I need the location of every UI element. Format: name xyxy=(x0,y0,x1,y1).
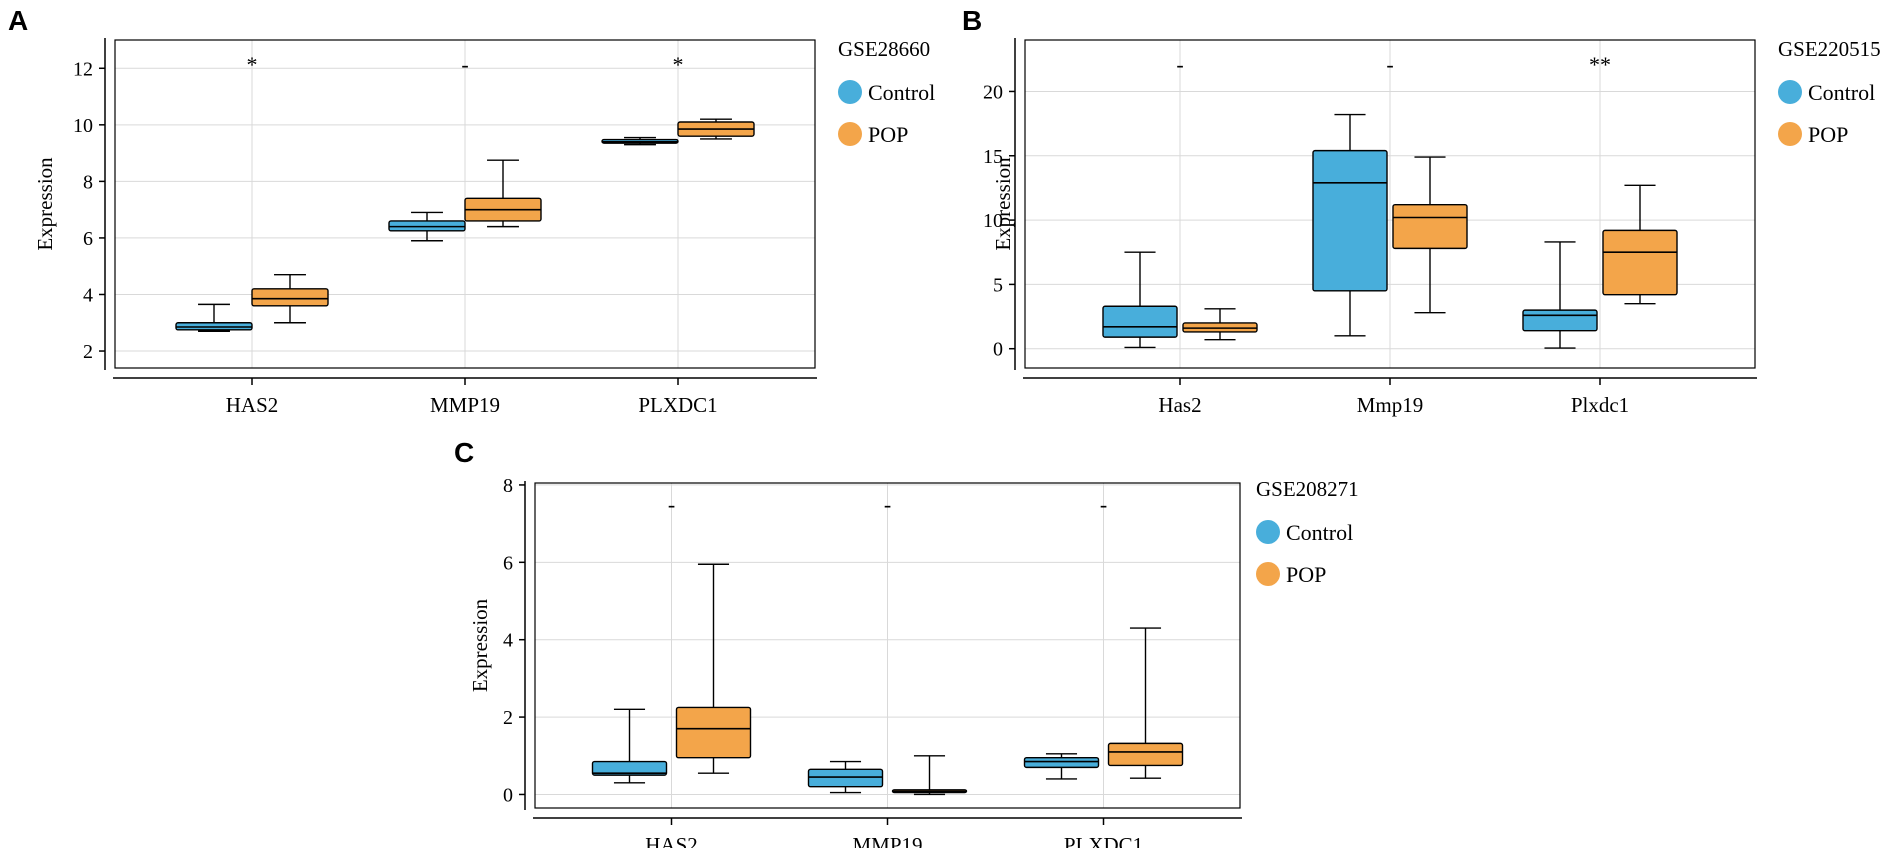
significance-label: - xyxy=(461,52,468,77)
box-iqr xyxy=(675,706,752,759)
box-control xyxy=(807,760,884,794)
legend-label: Control xyxy=(1286,520,1353,545)
significance-label: - xyxy=(1100,492,1107,517)
x-tick-label: Has2 xyxy=(1158,393,1201,417)
legend-title: GSE208271 xyxy=(1256,477,1359,501)
x-tick-label: PLXDC1 xyxy=(638,393,717,417)
box-pop xyxy=(1182,308,1258,341)
box-control xyxy=(1023,753,1100,780)
x-tick-label: HAS2 xyxy=(645,833,698,848)
box-pop xyxy=(1392,156,1468,314)
y-axis-label: Expression xyxy=(33,157,57,251)
box-control xyxy=(1312,113,1388,337)
legend-label: Control xyxy=(868,80,935,105)
y-tick-label: 10 xyxy=(73,115,93,137)
x-tick-label: HAS2 xyxy=(226,393,279,417)
box-iqr xyxy=(251,288,329,307)
box-pop xyxy=(251,273,329,324)
box-control xyxy=(591,708,668,784)
y-tick-label: 5 xyxy=(993,274,1003,296)
legend-title: GSE220515 xyxy=(1778,37,1881,61)
box-control xyxy=(601,136,679,146)
legend: GSE28660 Control POP xyxy=(838,37,935,147)
box-pop xyxy=(1602,184,1678,305)
box-control xyxy=(1102,251,1178,349)
panel-letter: B xyxy=(962,5,982,36)
box-iqr xyxy=(1312,149,1388,292)
y-tick-label: 4 xyxy=(83,284,93,306)
panel-c: C 0 2 4 6 8 HAS2 MMP19 PLXDC1 Expression - - - GSE208… xyxy=(454,437,1359,848)
legend: GSE208271 Control POP xyxy=(1256,477,1359,587)
x-tick-label: MMP19 xyxy=(430,393,500,417)
panel-letter: C xyxy=(454,437,474,468)
plot-frame xyxy=(1024,39,1756,369)
legend-marker xyxy=(1778,122,1802,146)
box-pop xyxy=(677,118,755,140)
legend-label: POP xyxy=(1808,122,1848,147)
x-tick-label: MMP19 xyxy=(852,833,922,848)
box-iqr xyxy=(1102,305,1178,338)
legend-marker xyxy=(838,80,862,104)
y-tick-label: 6 xyxy=(83,228,93,250)
box-pop xyxy=(675,563,752,774)
box-iqr xyxy=(1023,757,1100,769)
box-control xyxy=(388,211,466,242)
x-tick-label: Plxdc1 xyxy=(1571,393,1629,417)
significance-label: - xyxy=(1386,52,1393,77)
y-tick-label: 20 xyxy=(983,81,1003,103)
y-tick-label: 8 xyxy=(83,171,93,193)
plot-frame xyxy=(114,39,816,369)
box-iqr xyxy=(1107,742,1184,767)
plot-frame xyxy=(534,482,1241,809)
y-axis-label: Expression xyxy=(468,598,492,692)
y-tick-label: 2 xyxy=(503,707,513,729)
y-tick-label: 4 xyxy=(503,630,513,652)
box-control xyxy=(1522,241,1598,349)
y-tick-label: 0 xyxy=(993,339,1003,361)
box-pop xyxy=(464,159,542,228)
legend-marker xyxy=(838,122,862,146)
x-tick-label: PLXDC1 xyxy=(1064,833,1143,848)
y-tick-label: 15 xyxy=(983,146,1003,168)
legend-label: Control xyxy=(1808,80,1875,105)
box-iqr xyxy=(1392,203,1468,250)
y-tick-label: 12 xyxy=(73,58,93,80)
significance-label: - xyxy=(1176,52,1183,77)
panel-letter: A xyxy=(8,5,28,36)
legend-marker xyxy=(1256,520,1280,544)
box-pop xyxy=(891,755,968,796)
y-tick-label: 8 xyxy=(503,475,513,497)
box-iqr xyxy=(591,760,668,776)
significance-label: - xyxy=(884,492,891,517)
legend: GSE220515 Control POP xyxy=(1778,37,1881,147)
legend-marker xyxy=(1778,80,1802,104)
box-iqr xyxy=(1522,309,1598,332)
x-tick-label: Mmp19 xyxy=(1357,393,1424,417)
significance-label: * xyxy=(247,52,258,77)
legend-marker xyxy=(1256,562,1280,586)
legend-label: POP xyxy=(868,122,908,147)
y-tick-label: 2 xyxy=(83,341,93,363)
significance-label: - xyxy=(668,492,675,517)
y-axis-label: Expression xyxy=(991,157,1015,251)
box-control xyxy=(175,303,253,332)
box-iqr xyxy=(807,768,884,788)
box-iqr xyxy=(1602,229,1678,296)
legend-title: GSE28660 xyxy=(838,37,930,61)
y-tick-label: 6 xyxy=(503,552,513,574)
y-tick-label: 0 xyxy=(503,784,513,806)
significance-label: * xyxy=(673,52,684,77)
box-pop xyxy=(1107,627,1184,779)
y-tick-label: 10 xyxy=(983,210,1003,232)
panel-a: A 2 4 6 8 10 12 HAS2 MMP19 PLXDC1 Expression * - * GSE… xyxy=(8,5,935,417)
panel-b: B 0 5 10 15 20 Has2 Mmp19 Plxdc1 Expression - - ** GS… xyxy=(962,5,1881,417)
significance-label: ** xyxy=(1589,52,1611,77)
legend-label: POP xyxy=(1286,562,1326,587)
